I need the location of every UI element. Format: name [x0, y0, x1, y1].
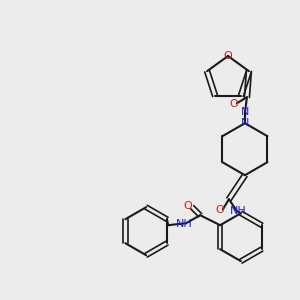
Text: N: N — [241, 107, 249, 117]
Text: O: O — [215, 205, 224, 215]
Text: NH: NH — [230, 206, 246, 216]
Text: O: O — [184, 201, 193, 211]
Text: O: O — [230, 99, 238, 109]
Text: O: O — [224, 51, 232, 61]
Text: NH: NH — [176, 219, 193, 229]
Text: N: N — [241, 118, 249, 128]
